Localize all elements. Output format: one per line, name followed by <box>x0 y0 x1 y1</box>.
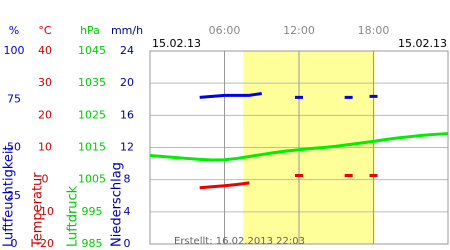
y-tick-label: 1015 <box>78 141 106 154</box>
y-tick-label: 16 <box>120 108 134 121</box>
y-tick-label: -20 <box>36 237 54 250</box>
y-tick-label: 50 <box>7 141 21 154</box>
y-tick-label: 0 <box>11 237 18 250</box>
x-tick-label: 06:00 <box>209 24 241 37</box>
y-tick-label: 20 <box>120 76 134 89</box>
y-tick-label: 100 <box>4 44 25 57</box>
y-tick-label: 1045 <box>78 44 106 57</box>
y-tick-label: 25 <box>7 189 21 202</box>
axis-unit: % <box>9 24 19 37</box>
x-tick-label: 12:00 <box>283 24 315 37</box>
series-line <box>199 91 378 99</box>
y-tick-label: 995 <box>82 205 103 218</box>
y-tick-label: 1005 <box>78 173 106 186</box>
y-tick-label: 30 <box>38 76 52 89</box>
series-line <box>149 132 449 162</box>
y-tick-label: 8 <box>124 173 131 186</box>
axis-title: Niederschlag <box>110 162 125 247</box>
y-tick-label: 20 <box>38 108 52 121</box>
y-tick-label: 985 <box>82 237 103 250</box>
series-line <box>199 173 378 190</box>
axis-unit: hPa <box>80 24 100 37</box>
date-left: 15.02.13 <box>152 37 201 50</box>
y-tick-label: 1025 <box>78 108 106 121</box>
y-tick-label: -10 <box>36 205 54 218</box>
y-tick-label: 4 <box>124 205 131 218</box>
y-tick-label: 24 <box>120 44 134 57</box>
axis-unit: mm/h <box>111 24 143 37</box>
axis-title: Temperatur <box>31 172 46 248</box>
y-tick-label: 75 <box>7 92 21 105</box>
x-tick-label: 18:00 <box>358 24 390 37</box>
y-tick-label: 12 <box>120 141 134 154</box>
axis-title: Luftdruck <box>66 185 81 247</box>
plot-frame <box>149 50 449 245</box>
footnote: Erstellt: 16.02.2013 22:03 <box>174 236 305 247</box>
y-tick-label: 1035 <box>78 76 106 89</box>
date-right: 15.02.13 <box>398 37 447 50</box>
y-tick-label: 40 <box>38 44 52 57</box>
axis-unit: °C <box>38 24 52 37</box>
y-tick-label: 0 <box>124 237 131 250</box>
y-tick-label: 0 <box>42 173 49 186</box>
y-tick-label: 10 <box>38 141 52 154</box>
axis-title: Luftfeuchtigkeit <box>2 145 17 247</box>
